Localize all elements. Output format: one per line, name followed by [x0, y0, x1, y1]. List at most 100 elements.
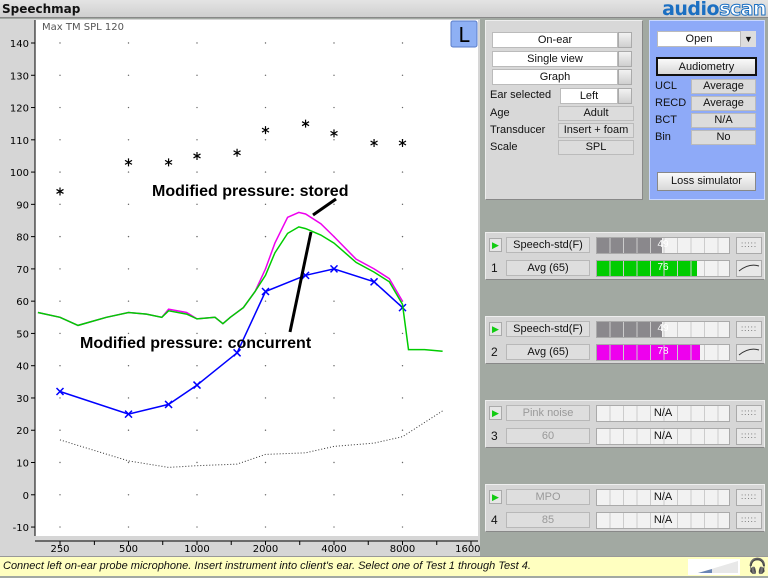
test-2-panel: ▶ 2 Speech-std(F) Avg (65) 49 78 :::::	[485, 316, 765, 364]
grid-dot	[59, 300, 61, 302]
top-value: 49	[657, 239, 669, 250]
age-field[interactable]: Adult	[558, 106, 634, 121]
grid-dot	[196, 397, 198, 399]
volume-slider[interactable]	[688, 559, 740, 575]
recd-field[interactable]: Average	[691, 96, 756, 111]
grid-dot	[401, 74, 404, 76]
play-icon[interactable]: ▶	[489, 238, 502, 252]
x-tick-label: 1000	[184, 544, 209, 555]
ucl-point	[124, 158, 133, 167]
grid-dot	[401, 332, 404, 335]
x-tick-label: 8000	[390, 544, 415, 555]
grid-dot	[264, 106, 267, 109]
mode-select[interactable]: On-ear	[492, 32, 618, 48]
chevron-down-icon[interactable]: ▼	[741, 31, 756, 47]
level-select[interactable]: Avg (65)	[506, 260, 590, 276]
title-bar: Speechmap audioscan	[0, 0, 768, 21]
x-tick-label: 250	[50, 544, 69, 555]
transducer-field[interactable]: Insert + foam	[558, 123, 634, 138]
level-select[interactable]: Avg (65)	[506, 344, 590, 360]
y-tick-label: 130	[10, 71, 29, 82]
signal-select[interactable]: Speech-std(F)	[506, 321, 590, 337]
signal-select[interactable]: Speech-std(F)	[506, 237, 590, 253]
ear-select[interactable]: Left	[560, 88, 618, 104]
view-step-button[interactable]	[618, 51, 632, 67]
display-select[interactable]: Graph	[492, 69, 618, 85]
grid-dot	[59, 397, 61, 399]
display-step-button[interactable]	[618, 69, 632, 85]
view-select[interactable]: Single view	[492, 51, 618, 67]
threshold-point	[164, 400, 173, 409]
grid-dot	[264, 461, 267, 464]
annotation-pointer-concurrent	[288, 231, 313, 333]
mode-step-button[interactable]	[618, 32, 632, 48]
y-tick-label: 140	[10, 39, 29, 50]
grid-dot	[127, 139, 130, 141]
status-message: Connect left on-ear probe microphone. In…	[3, 560, 531, 572]
grid-icon[interactable]: :::::	[736, 237, 762, 254]
headphones-icon[interactable]: 🎧	[748, 558, 767, 575]
grid-dot	[127, 235, 130, 238]
signal-select[interactable]: MPO	[506, 489, 590, 505]
scale-field[interactable]: SPL	[558, 140, 634, 155]
y-tick-label: 20	[16, 426, 29, 437]
ear-step-button[interactable]	[618, 88, 632, 104]
play-icon[interactable]: ▶	[489, 322, 502, 336]
grid-dot	[196, 106, 198, 109]
grid-dot	[196, 300, 198, 302]
grid-dot	[333, 526, 335, 528]
grid-dot	[401, 268, 404, 270]
plot-area	[35, 20, 478, 536]
grid-dot	[127, 171, 130, 173]
grid-icon[interactable]: :::::	[736, 321, 762, 338]
bct-field[interactable]: N/A	[691, 113, 756, 128]
x-tick-label: 2000	[253, 544, 278, 555]
y-tick-label: 30	[16, 394, 29, 405]
y-tick-label: 0	[23, 491, 29, 502]
ucl-point	[261, 126, 270, 135]
threshold-line	[59, 268, 404, 415]
ucl-point	[233, 148, 241, 157]
grid-dot	[333, 332, 335, 335]
grid-icon[interactable]: :::::	[736, 428, 762, 445]
grid-dot	[333, 203, 335, 206]
grid-dot	[127, 74, 130, 76]
test-number: 4	[491, 513, 498, 527]
level-select[interactable]: 60	[506, 428, 590, 444]
grid-dot	[59, 139, 61, 141]
test-number: 2	[491, 345, 498, 359]
fitting-select[interactable]: Open	[657, 31, 741, 47]
grid-dot	[127, 365, 130, 367]
grid-dot	[401, 461, 404, 464]
grid-dot	[196, 139, 198, 141]
speechmap-chart: Max TM SPL 120 L1401301201101009080706050…	[10, 20, 480, 555]
bin-field[interactable]: No	[691, 130, 756, 145]
grid-dot	[59, 461, 61, 464]
ear-indicator-button[interactable]	[450, 20, 478, 48]
y-tick-label: 90	[16, 200, 29, 211]
grid-dot	[196, 461, 198, 464]
play-icon[interactable]: ▶	[489, 406, 502, 420]
y-tick-label: 70	[16, 265, 29, 276]
grid-icon[interactable]: :::::	[736, 512, 762, 529]
grid-dot	[264, 203, 267, 206]
grid-icon[interactable]: :::::	[736, 405, 762, 422]
grid-icon[interactable]: :::::	[736, 489, 762, 506]
signal-select[interactable]: Pink noise	[506, 405, 590, 421]
ucl-point	[398, 139, 407, 148]
curve-icon[interactable]	[736, 260, 762, 277]
level-select[interactable]: 85	[506, 512, 590, 528]
grid-dot	[333, 365, 335, 367]
y-tick-label: 60	[16, 297, 29, 308]
ucl-point	[193, 151, 201, 160]
threshold-point	[329, 264, 339, 273]
age-label: Age	[490, 107, 510, 119]
audiometry-button[interactable]: Audiometry	[656, 57, 757, 76]
curve-icon[interactable]	[736, 344, 762, 361]
grid-dot	[401, 203, 404, 206]
play-icon[interactable]: ▶	[489, 490, 502, 504]
ucl-point	[370, 139, 378, 148]
ucl-field[interactable]: Average	[691, 79, 756, 94]
loss-simulator-button[interactable]: Loss simulator	[657, 172, 756, 191]
grid-dot	[196, 332, 198, 335]
